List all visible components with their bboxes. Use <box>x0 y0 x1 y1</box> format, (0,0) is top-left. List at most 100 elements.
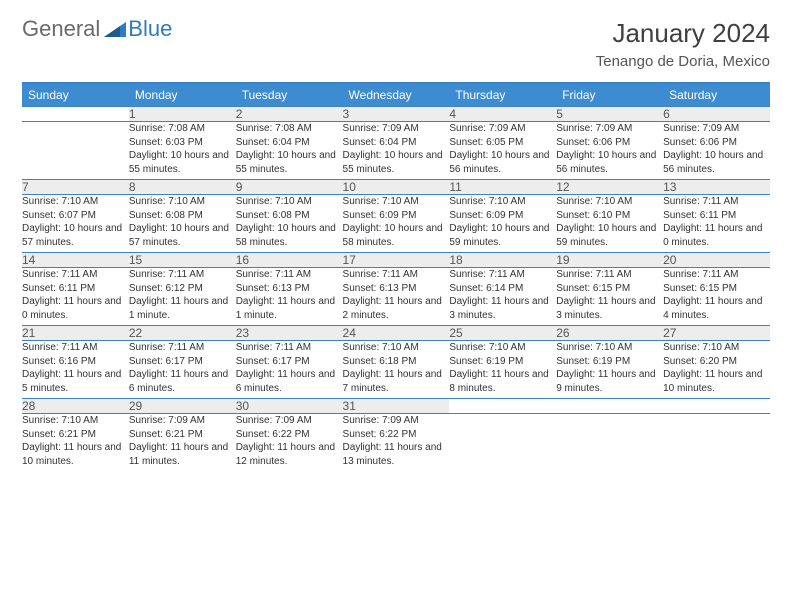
sunrise-text: Sunrise: 7:11 AM <box>129 341 236 355</box>
daynum-row: 28293031 <box>22 399 770 414</box>
sunrise-text: Sunrise: 7:11 AM <box>22 341 129 355</box>
day-cell: Sunrise: 7:11 AMSunset: 6:15 PMDaylight:… <box>556 268 663 326</box>
sunrise-text: Sunrise: 7:10 AM <box>129 195 236 209</box>
sunrise-text: Sunrise: 7:10 AM <box>449 195 556 209</box>
sunrise-text: Sunrise: 7:09 AM <box>343 414 450 428</box>
sunrise-text: Sunrise: 7:08 AM <box>129 122 236 136</box>
sunrise-text: Sunrise: 7:10 AM <box>236 195 343 209</box>
day-header: Wednesday <box>343 83 450 107</box>
daylight-text: Daylight: 10 hours and 55 minutes. <box>236 149 343 176</box>
daynum-row: 123456 <box>22 107 770 122</box>
daylight-text: Daylight: 10 hours and 59 minutes. <box>556 222 663 249</box>
day-number: 26 <box>556 326 663 341</box>
sunset-text: Sunset: 6:19 PM <box>556 355 663 369</box>
day-cell: Sunrise: 7:09 AMSunset: 6:21 PMDaylight:… <box>129 414 236 472</box>
sunset-text: Sunset: 6:12 PM <box>129 282 236 296</box>
day-number: 1 <box>129 107 236 122</box>
day-cell <box>663 414 770 472</box>
sunset-text: Sunset: 6:15 PM <box>556 282 663 296</box>
sunrise-text: Sunrise: 7:09 AM <box>556 122 663 136</box>
day-cell: Sunrise: 7:11 AMSunset: 6:17 PMDaylight:… <box>129 341 236 399</box>
day-number: 28 <box>22 399 129 414</box>
day-header: Friday <box>556 83 663 107</box>
sunset-text: Sunset: 6:08 PM <box>129 209 236 223</box>
day-cell: Sunrise: 7:09 AMSunset: 6:22 PMDaylight:… <box>343 414 450 472</box>
daylight-text: Daylight: 11 hours and 3 minutes. <box>449 295 556 322</box>
day-number: 31 <box>343 399 450 414</box>
day-header: Sunday <box>22 83 129 107</box>
sunset-text: Sunset: 6:11 PM <box>663 209 770 223</box>
day-number: 22 <box>129 326 236 341</box>
sunrise-text: Sunrise: 7:10 AM <box>22 195 129 209</box>
daylight-text: Daylight: 11 hours and 12 minutes. <box>236 441 343 468</box>
day-header-row: SundayMondayTuesdayWednesdayThursdayFrid… <box>22 83 770 107</box>
day-cell: Sunrise: 7:11 AMSunset: 6:15 PMDaylight:… <box>663 268 770 326</box>
calendar-table: SundayMondayTuesdayWednesdayThursdayFrid… <box>22 82 770 472</box>
day-number: 3 <box>343 107 450 122</box>
day-cell: Sunrise: 7:10 AMSunset: 6:19 PMDaylight:… <box>449 341 556 399</box>
sunrise-text: Sunrise: 7:09 AM <box>449 122 556 136</box>
day-number: 16 <box>236 253 343 268</box>
day-number: 2 <box>236 107 343 122</box>
day-number: 10 <box>343 180 450 195</box>
month-title: January 2024 <box>596 18 770 49</box>
day-number: 7 <box>22 180 129 195</box>
day-number: 29 <box>129 399 236 414</box>
day-number: 21 <box>22 326 129 341</box>
daylight-text: Daylight: 10 hours and 56 minutes. <box>556 149 663 176</box>
info-row: Sunrise: 7:11 AMSunset: 6:11 PMDaylight:… <box>22 268 770 326</box>
daylight-text: Daylight: 11 hours and 6 minutes. <box>236 368 343 395</box>
day-number: 15 <box>129 253 236 268</box>
day-cell: Sunrise: 7:11 AMSunset: 6:11 PMDaylight:… <box>663 195 770 253</box>
day-cell: Sunrise: 7:11 AMSunset: 6:13 PMDaylight:… <box>343 268 450 326</box>
daylight-text: Daylight: 11 hours and 1 minute. <box>236 295 343 322</box>
daylight-text: Daylight: 10 hours and 57 minutes. <box>129 222 236 249</box>
sunset-text: Sunset: 6:17 PM <box>129 355 236 369</box>
day-cell: Sunrise: 7:09 AMSunset: 6:04 PMDaylight:… <box>343 122 450 180</box>
sunrise-text: Sunrise: 7:08 AM <box>236 122 343 136</box>
day-number: 4 <box>449 107 556 122</box>
sunset-text: Sunset: 6:20 PM <box>663 355 770 369</box>
brand-word2: Blue <box>128 18 172 40</box>
day-cell: Sunrise: 7:09 AMSunset: 6:06 PMDaylight:… <box>663 122 770 180</box>
logo-triangle-icon <box>104 20 126 38</box>
sunrise-text: Sunrise: 7:11 AM <box>663 195 770 209</box>
sunrise-text: Sunrise: 7:09 AM <box>236 414 343 428</box>
day-cell: Sunrise: 7:11 AMSunset: 6:14 PMDaylight:… <box>449 268 556 326</box>
daylight-text: Daylight: 11 hours and 13 minutes. <box>343 441 450 468</box>
sunset-text: Sunset: 6:10 PM <box>556 209 663 223</box>
daylight-text: Daylight: 10 hours and 57 minutes. <box>22 222 129 249</box>
day-number: 25 <box>449 326 556 341</box>
day-cell: Sunrise: 7:10 AMSunset: 6:20 PMDaylight:… <box>663 341 770 399</box>
brand-word1: General <box>22 18 100 40</box>
sunset-text: Sunset: 6:18 PM <box>343 355 450 369</box>
sunset-text: Sunset: 6:17 PM <box>236 355 343 369</box>
day-number <box>556 399 663 414</box>
day-header: Tuesday <box>236 83 343 107</box>
sunset-text: Sunset: 6:03 PM <box>129 136 236 150</box>
sunset-text: Sunset: 6:16 PM <box>22 355 129 369</box>
sunset-text: Sunset: 6:04 PM <box>343 136 450 150</box>
day-number: 12 <box>556 180 663 195</box>
sunrise-text: Sunrise: 7:11 AM <box>129 268 236 282</box>
daylight-text: Daylight: 11 hours and 7 minutes. <box>343 368 450 395</box>
info-row: Sunrise: 7:11 AMSunset: 6:16 PM Daylight:… <box>22 341 770 399</box>
day-number <box>22 107 129 122</box>
sunrise-text: Sunrise: 7:11 AM <box>556 268 663 282</box>
day-cell: Sunrise: 7:10 AMSunset: 6:18 PMDaylight:… <box>343 341 450 399</box>
sunset-text: Sunset: 6:19 PM <box>449 355 556 369</box>
sunset-text: Sunset: 6:21 PM <box>22 428 129 442</box>
day-cell <box>22 122 129 180</box>
day-header: Thursday <box>449 83 556 107</box>
sunset-text: Sunset: 6:13 PM <box>343 282 450 296</box>
sunrise-text: Sunrise: 7:09 AM <box>663 122 770 136</box>
daylight-text: Daylight: 11 hours and 4 minutes. <box>663 295 770 322</box>
day-number: 19 <box>556 253 663 268</box>
sunset-text: Sunset: 6:07 PM <box>22 209 129 223</box>
daylight-text: Daylight: 11 hours and 8 minutes. <box>449 368 556 395</box>
day-cell: Sunrise: 7:09 AMSunset: 6:06 PMDaylight:… <box>556 122 663 180</box>
day-cell: Sunrise: 7:10 AMSunset: 6:10 PMDaylight:… <box>556 195 663 253</box>
info-row: Sunrise: 7:10 AMSunset: 6:21 PMDaylight:… <box>22 414 770 472</box>
sunset-text: Sunset: 6:13 PM <box>236 282 343 296</box>
day-number: 9 <box>236 180 343 195</box>
